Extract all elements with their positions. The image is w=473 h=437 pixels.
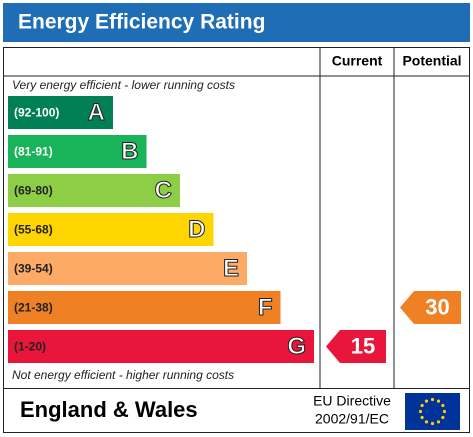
band-range: (39-54) [14, 262, 53, 276]
title: Energy Efficiency Rating [18, 11, 265, 34]
eu-star [441, 415, 445, 420]
band-letter: B [121, 138, 138, 165]
eu-star [436, 420, 441, 424]
band-bar [8, 330, 314, 363]
bottom-note: Not energy efficient - higher running co… [12, 368, 234, 382]
band-range: (81-91) [14, 145, 53, 159]
top-note: Very energy efficient - lower running co… [12, 78, 235, 92]
eu-star [430, 397, 435, 402]
eu-star [441, 403, 445, 408]
band-range: (69-80) [14, 184, 53, 198]
eu-star [420, 403, 424, 408]
band-letter: A [88, 99, 105, 126]
eu-star [430, 421, 435, 426]
band-bar [8, 96, 113, 129]
rating-value: 30 [425, 294, 449, 319]
band-bar [8, 213, 214, 246]
rating-arrow [326, 330, 386, 363]
column-header: Potential [402, 53, 461, 69]
band-range: (55-68) [14, 223, 53, 237]
directive: EU Directive [313, 393, 391, 409]
column-header: Current [332, 53, 383, 69]
band-bar [8, 291, 281, 324]
band-bar [8, 135, 147, 168]
band-range: (1-20) [14, 340, 46, 354]
eu-star [436, 399, 441, 403]
band-range: (92-100) [14, 106, 59, 120]
band-letter: E [223, 255, 239, 282]
rating-value: 15 [351, 333, 375, 358]
band-letter: C [155, 177, 172, 204]
eu-star [424, 399, 429, 403]
band-letter: F [258, 294, 273, 321]
eu-star [442, 409, 447, 414]
title-bar [3, 3, 470, 42]
band-letter: D [188, 216, 205, 243]
band-letter: G [287, 333, 306, 360]
footer-box [3, 388, 470, 433]
eu-star [418, 409, 423, 414]
region: England & Wales [20, 397, 198, 422]
band-range: (21-38) [14, 301, 53, 315]
band-bar [8, 174, 180, 207]
rating-arrow [400, 291, 461, 324]
eu-stars [418, 397, 447, 426]
eu-star [420, 415, 424, 420]
eu-star [424, 420, 429, 424]
band-bar [8, 252, 247, 285]
directive: 2002/91/EC [315, 411, 389, 427]
